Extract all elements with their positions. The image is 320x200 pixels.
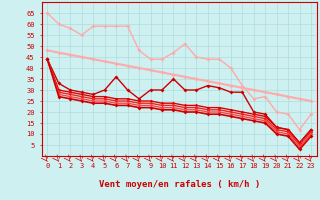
X-axis label: Vent moyen/en rafales ( km/h ): Vent moyen/en rafales ( km/h ) bbox=[99, 180, 260, 189]
